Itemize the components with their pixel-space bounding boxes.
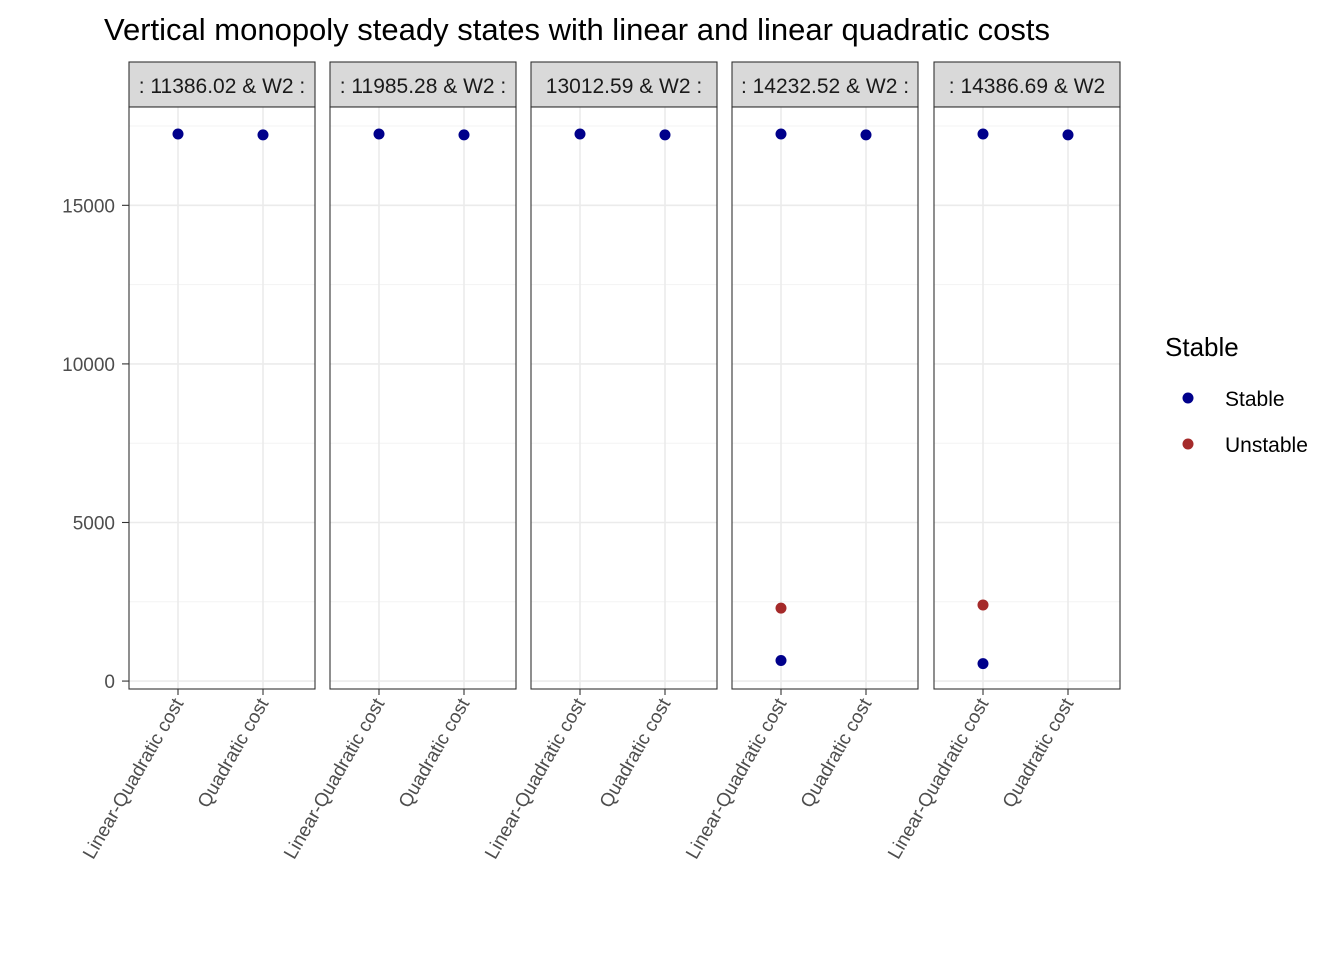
facet-panel: 13012.59 & W2 : Linear-Quadratic cost Quad… — [481, 61, 718, 863]
facet-strip — [933, 61, 1121, 108]
legend-label: Unstable — [1225, 434, 1308, 457]
data-point-stable — [373, 128, 385, 140]
y-tick-label: 5000 — [73, 513, 115, 534]
facet-strip-label: : 11386.02 & W2 : — [139, 75, 306, 98]
x-tick-label: Linear-Quadratic cost — [682, 694, 791, 862]
facet-strip — [530, 61, 718, 108]
legend-key-unstable — [1182, 438, 1194, 450]
data-point-stable — [860, 129, 872, 141]
y-tick-label: 15000 — [62, 196, 115, 217]
x-tick-label: Quadratic cost — [395, 694, 475, 811]
panel-border — [731, 106, 919, 690]
legend-title: Stable — [1165, 332, 1239, 362]
legend-label: Stable — [1225, 388, 1285, 411]
data-point-stable — [977, 658, 989, 670]
data-point-unstable — [977, 599, 989, 611]
x-tick-label: Linear-Quadratic cost — [884, 694, 993, 862]
y-axis: 0 5000 10000 15000 — [62, 196, 129, 693]
facet-strip-label: : 14386.69 & W2 — [949, 75, 1105, 98]
x-tick-label: Linear-Quadratic cost — [280, 694, 389, 862]
x-tick-label: Quadratic cost — [596, 694, 676, 811]
facet-panel: : 14386.69 & W2 Linear-Quadratic cost Quad… — [884, 61, 1121, 863]
data-point-stable — [659, 129, 671, 141]
data-point-stable — [775, 128, 787, 140]
panel-border — [530, 106, 718, 690]
y-tick-label: 0 — [104, 672, 115, 693]
data-point-unstable — [775, 602, 787, 614]
panel-border — [128, 106, 316, 690]
y-tick-label: 10000 — [62, 355, 115, 376]
facet-panel: : 14232.52 & W2 : Linear-Quadratic cost Qu… — [682, 61, 919, 863]
facet-panel: : 11985.28 & W2 : Linear-Quadratic cost Qu… — [280, 61, 517, 863]
legend-key-stable — [1182, 392, 1194, 404]
facet-panels: : 11386.02 & W2 :Linear-Quadratic cost Qu… — [79, 61, 1121, 863]
facet-strip-label: 13012.59 & W2 : — [546, 75, 702, 98]
panel-background — [531, 107, 717, 689]
facet-strip — [128, 61, 316, 108]
panel-background — [330, 107, 516, 689]
x-tick-label: Linear-Quadratic cost — [79, 694, 188, 862]
data-point-stable — [458, 129, 470, 141]
panel-background — [732, 107, 918, 689]
data-point-stable — [257, 129, 269, 141]
facet-strip-label: : 14232.52 & W2 : — [741, 75, 909, 98]
panel-background — [934, 107, 1120, 689]
chart-title: Vertical monopoly steady states with lin… — [104, 12, 1050, 47]
x-tick-label: Linear-Quadratic cost — [481, 694, 590, 862]
facet-strip-label: : 11985.28 & W2 : — [340, 75, 507, 98]
facet-panel: : 11386.02 & W2 : Linear-Quadratic cost Qu… — [79, 61, 316, 863]
data-point-stable — [1062, 129, 1074, 141]
data-point-stable — [172, 128, 184, 140]
data-point-stable — [574, 128, 586, 140]
panel-border — [329, 106, 517, 690]
x-tick-label: Quadratic cost — [797, 694, 877, 811]
panel-background — [129, 107, 315, 689]
panel-border — [933, 106, 1121, 690]
data-point-stable — [977, 128, 989, 140]
data-point-stable — [775, 654, 787, 666]
legend: Stable Stable Unstable — [1165, 332, 1308, 457]
x-tick-label: Quadratic cost — [999, 694, 1079, 811]
x-tick-label: Quadratic cost — [194, 694, 274, 811]
